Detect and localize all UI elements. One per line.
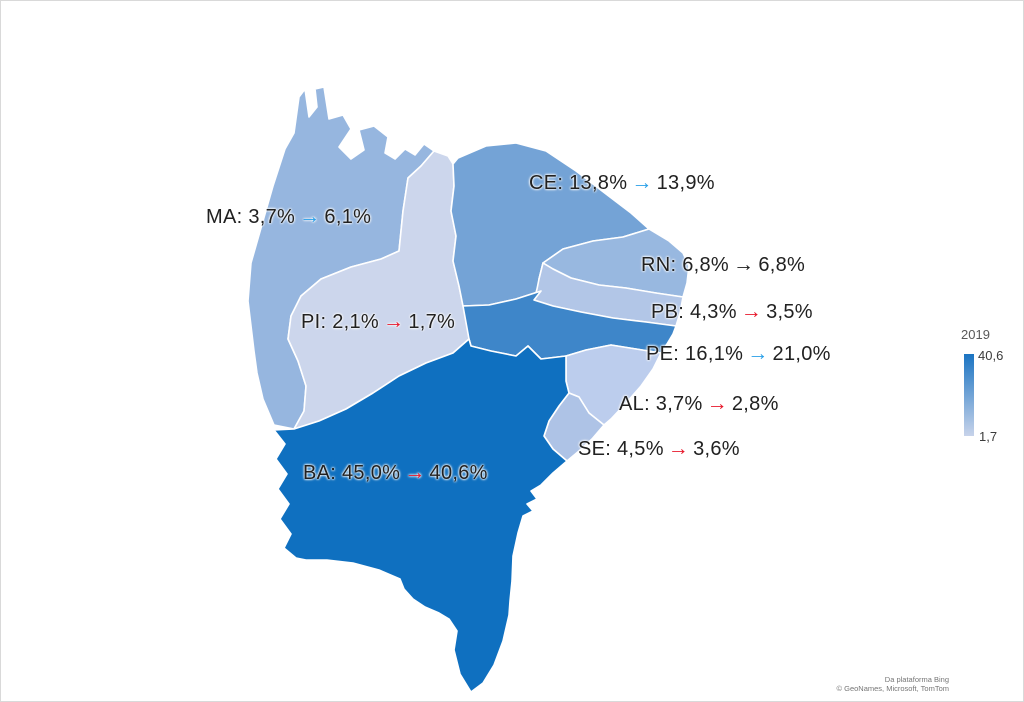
label-value-after: 21,0% xyxy=(772,343,831,365)
attribution-copyright: © GeoNames, Microsoft, TomTom xyxy=(836,684,950,693)
label-value-after: 6,1% xyxy=(324,206,372,228)
attribution-platform: Da plataforma Bing xyxy=(884,675,949,684)
label-value-after: 2,8% xyxy=(731,393,779,415)
trend-arrow-icon: → xyxy=(706,392,728,415)
label-value-before: CE: 13,8% xyxy=(529,172,628,194)
state-shape-BA[interactable] xyxy=(273,338,570,693)
legend-max-value: 40,6 xyxy=(978,348,1004,363)
map-attribution: Da plataforma Bing © GeoNames, Microsoft… xyxy=(837,675,950,693)
state-label-PB: PB: 4,3% → 3,5% xyxy=(651,300,813,324)
trend-arrow-icon: → xyxy=(740,300,763,323)
label-value-after: 6,8% xyxy=(758,254,806,276)
label-value-before: PE: 16,1% xyxy=(646,343,744,365)
legend-title: 2019 xyxy=(961,327,990,342)
label-value-before: PI: 2,1% xyxy=(301,311,379,333)
label-value-before: RN: 6,8% xyxy=(641,254,729,276)
state-label-AL: AL: 3,7% → 2,8% xyxy=(619,392,779,416)
label-value-before: BA: 45,0% xyxy=(303,462,401,484)
label-value-after: 13,9% xyxy=(656,172,715,194)
label-value-before: AL: 3,7% xyxy=(619,393,703,415)
state-label-RN: RN: 6,8% → 6,8% xyxy=(641,253,805,277)
label-value-before: SE: 4,5% xyxy=(578,438,664,460)
label-value-after: 3,5% xyxy=(766,301,813,323)
trend-arrow-icon: → xyxy=(733,253,755,276)
legend-min-value: 1,7 xyxy=(979,429,998,444)
state-label-SE: SE: 4,5% → 3,6% xyxy=(578,437,740,461)
state-label-CE: CE: 13,8% → 13,9% xyxy=(529,171,715,195)
trend-arrow-icon: → xyxy=(383,310,405,333)
label-value-before: MA: 3,7% xyxy=(206,206,296,228)
trend-arrow-icon: → xyxy=(299,205,321,228)
state-label-PI: PI: 2,1% → 1,7% xyxy=(301,310,455,334)
label-value-after: 1,7% xyxy=(408,311,456,333)
trend-arrow-icon: → xyxy=(747,342,769,365)
legend-gradient-bar xyxy=(964,354,974,436)
trend-arrow-icon: → xyxy=(667,437,690,460)
state-label-MA: MA: 3,7% → 6,1% xyxy=(206,205,371,229)
trend-arrow-icon: → xyxy=(631,171,653,194)
label-value-after: 3,6% xyxy=(693,438,740,460)
label-value-before: PB: 4,3% xyxy=(651,301,737,323)
trend-arrow-icon: → xyxy=(404,461,426,484)
state-label-BA: BA: 45,0% → 40,6% xyxy=(303,461,488,485)
label-value-after: 40,6% xyxy=(429,462,488,484)
state-label-PE: PE: 16,1% → 21,0% xyxy=(646,342,831,366)
